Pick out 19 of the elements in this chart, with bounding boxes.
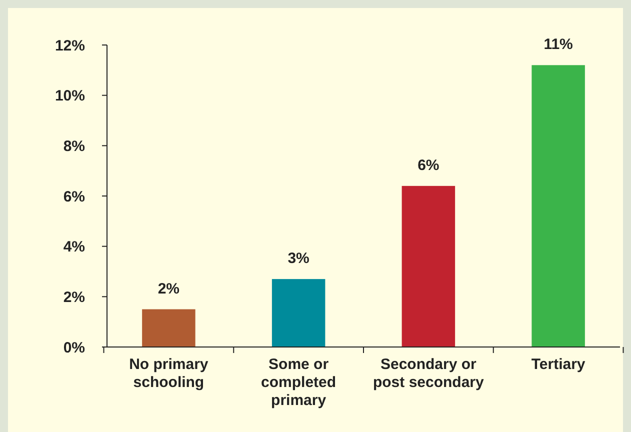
y-tick-label: 2% <box>63 288 85 306</box>
data-label: 2% <box>158 280 180 298</box>
y-tick-label: 12% <box>54 37 85 54</box>
bar <box>532 65 585 347</box>
x-tick-label: Secondary or post secondary <box>373 356 485 391</box>
data-label: 11% <box>544 36 573 54</box>
data-label: 3% <box>288 250 310 268</box>
y-tick-label: 4% <box>63 238 85 256</box>
y-tick-label: 6% <box>63 188 85 206</box>
x-tick-label: Tertiary <box>531 356 586 373</box>
x-tick-label: Some or completed primary <box>261 356 336 409</box>
data-label: 6% <box>418 156 440 174</box>
y-tick-label: 0% <box>63 339 85 356</box>
x-tick-label: No primary schooling <box>129 356 209 391</box>
y-tick-label: 8% <box>63 138 85 155</box>
bar <box>272 279 326 347</box>
y-tick-label: 10% <box>54 88 85 105</box>
bar <box>142 309 196 347</box>
bar <box>402 186 456 347</box>
